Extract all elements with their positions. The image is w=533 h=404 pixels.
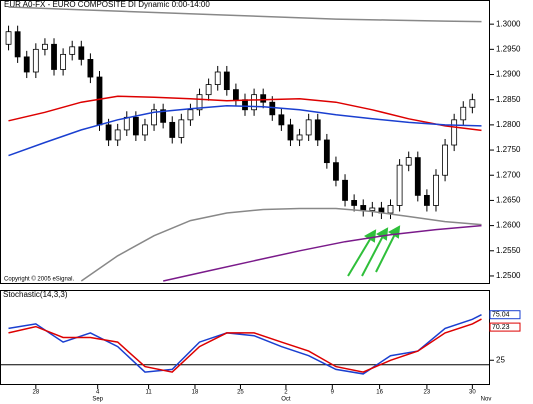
candle-body xyxy=(460,106,467,121)
candle-body xyxy=(423,194,430,206)
series-line xyxy=(8,95,482,132)
candle-body xyxy=(242,99,248,111)
y-tick-label: 1.2850 xyxy=(496,95,521,104)
candle-body xyxy=(351,200,358,206)
candle-body xyxy=(205,84,212,96)
x-tick-label: 4 xyxy=(96,390,100,396)
stochastic-title: Stochastic(14,3,3) xyxy=(3,290,68,299)
month-label: Sep xyxy=(92,397,103,403)
candle-body xyxy=(60,53,67,70)
y-tick-label: 1.2750 xyxy=(496,145,521,154)
value-tag-box xyxy=(489,310,521,320)
chart-title: EUR A0-FX - EURO COMPOSITE DI Dynamic 0:… xyxy=(4,0,210,9)
candle-body xyxy=(360,205,367,211)
candle-body xyxy=(469,99,476,108)
stochastic-panel xyxy=(0,290,490,385)
series-line xyxy=(8,104,482,157)
candle-body xyxy=(196,94,203,111)
series-line xyxy=(8,6,482,23)
candle-body xyxy=(451,119,458,146)
candle-body xyxy=(233,89,239,101)
y-tick-label: 1.2650 xyxy=(496,196,521,205)
y-tick-label: 25 xyxy=(496,355,505,364)
candle-body xyxy=(314,119,321,141)
y-tick-label: 1.3000 xyxy=(496,19,521,28)
series-line xyxy=(163,224,482,282)
x-tick-label: 11 xyxy=(145,390,152,396)
candle-body xyxy=(5,31,12,45)
candle-body xyxy=(105,124,112,141)
arrow xyxy=(375,231,397,273)
x-tick-label: 28 xyxy=(32,390,39,396)
arrow xyxy=(361,233,385,277)
candle-body xyxy=(269,101,276,116)
candle-body xyxy=(14,31,21,58)
month-label: Nov xyxy=(481,397,492,403)
candle-body xyxy=(251,94,257,111)
y-tick-label: 1.2600 xyxy=(496,221,521,230)
candle-body xyxy=(23,56,30,73)
value-tag: 70.23 xyxy=(492,324,510,331)
x-tick-label: 23 xyxy=(424,390,431,396)
candle-body xyxy=(187,109,194,121)
candle-body xyxy=(396,164,403,206)
series-line xyxy=(80,207,482,282)
month-label: Oct xyxy=(281,397,291,403)
y-tick-label: 1.2700 xyxy=(496,170,521,179)
candle-body xyxy=(405,157,412,166)
candle-body xyxy=(178,119,185,138)
candle-body xyxy=(51,43,57,70)
candle-body xyxy=(160,109,167,123)
series-line xyxy=(8,318,482,373)
candle-body xyxy=(42,43,48,50)
candle-body xyxy=(169,121,176,138)
y-tick-label: 1.2950 xyxy=(496,44,521,53)
candle-body xyxy=(442,144,448,176)
candle-body xyxy=(132,116,139,136)
x-tick-label: 25 xyxy=(237,390,244,396)
candle-body xyxy=(305,119,312,136)
candle-body xyxy=(214,71,221,85)
candle-body xyxy=(151,109,157,126)
candle-body xyxy=(387,205,394,214)
y-tick-label: 1.2550 xyxy=(496,246,521,255)
x-tick-label: 16 xyxy=(376,390,383,396)
copyright: Copyright © 2005 eSignal. xyxy=(4,276,74,283)
candle-body xyxy=(32,48,39,73)
value-tag: 75.04 xyxy=(492,312,510,319)
candle-body xyxy=(433,174,439,206)
candle-body xyxy=(278,114,285,126)
candle-body xyxy=(96,76,103,126)
candle-body xyxy=(342,179,348,201)
candle-body xyxy=(260,94,267,103)
x-tick-label: 2 xyxy=(284,390,288,396)
y-tick-label: 1.2900 xyxy=(496,70,521,79)
candle-body xyxy=(333,162,339,181)
candle-body xyxy=(369,207,376,211)
price-panel xyxy=(0,0,490,284)
candle-body xyxy=(414,157,421,196)
candle-body xyxy=(123,116,130,131)
x-tick-label: 9 xyxy=(331,390,335,396)
candle-body xyxy=(114,129,121,141)
x-tick-label: 30 xyxy=(469,390,476,396)
value-tag-box xyxy=(489,322,521,332)
candle-body xyxy=(142,124,148,136)
candle-body xyxy=(87,59,94,78)
y-tick-label: 1.2800 xyxy=(496,120,521,129)
y-tick-label: 1.2500 xyxy=(496,271,521,280)
arrow xyxy=(347,235,373,277)
candle-body xyxy=(323,139,330,164)
x-tick-label: 18 xyxy=(192,390,199,396)
candle-body xyxy=(287,124,294,141)
candle-body xyxy=(69,46,76,55)
candle-body xyxy=(223,71,230,91)
candle-body xyxy=(78,46,85,60)
candle-body xyxy=(296,134,303,141)
